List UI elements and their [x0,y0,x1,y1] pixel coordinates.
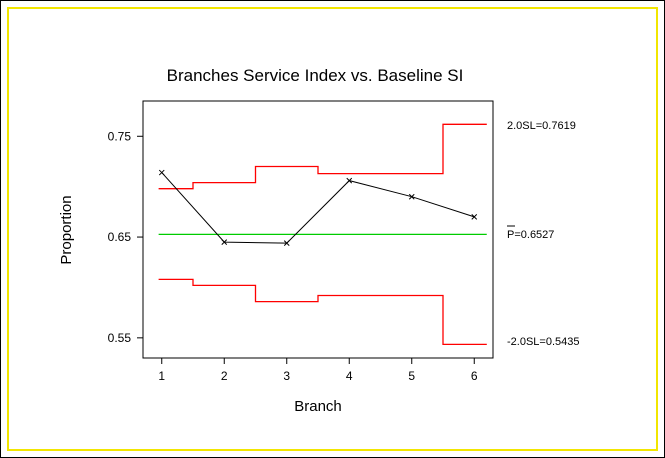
upper-control-limit [158,123,487,190]
data-point-branch-4 [346,177,353,184]
y-tick-label: 0.75 [108,129,132,143]
data-point-branch-5 [408,193,415,200]
data-point-branch-2 [221,239,228,245]
x-axis-label: Branch [294,398,342,415]
center-line-symbol: P [507,229,514,241]
y-axis-label: Proportion [58,195,75,264]
lower-control-limit [158,278,487,346]
chart-title: Branches Service Index vs. Baseline SI [167,66,464,85]
series-line [161,172,475,244]
data-point-branch-6 [471,214,478,220]
x-tick-label: 3 [283,369,290,383]
x-tick-label: 1 [158,369,165,383]
center-line-value: =0.6527 [514,229,554,241]
x-tick-label: 4 [346,369,353,383]
x-tick-label: 2 [221,369,228,383]
y-tick-label: 0.55 [108,331,132,345]
lower-limit-label: -2.0SL=0.5435 [507,336,579,348]
upper-limit-label: 2.0SL=0.7619 [507,120,576,132]
center-line-label: P=0.6527 [507,229,554,241]
y-tick-label: 0.65 [108,230,132,244]
chart-inner-border [7,7,658,451]
x-tick-label: 5 [408,369,415,383]
data-point-branch-1 [158,169,165,176]
data-point-branch-3 [283,240,290,246]
plot-area [142,100,494,359]
x-tick-label: 6 [471,369,478,383]
